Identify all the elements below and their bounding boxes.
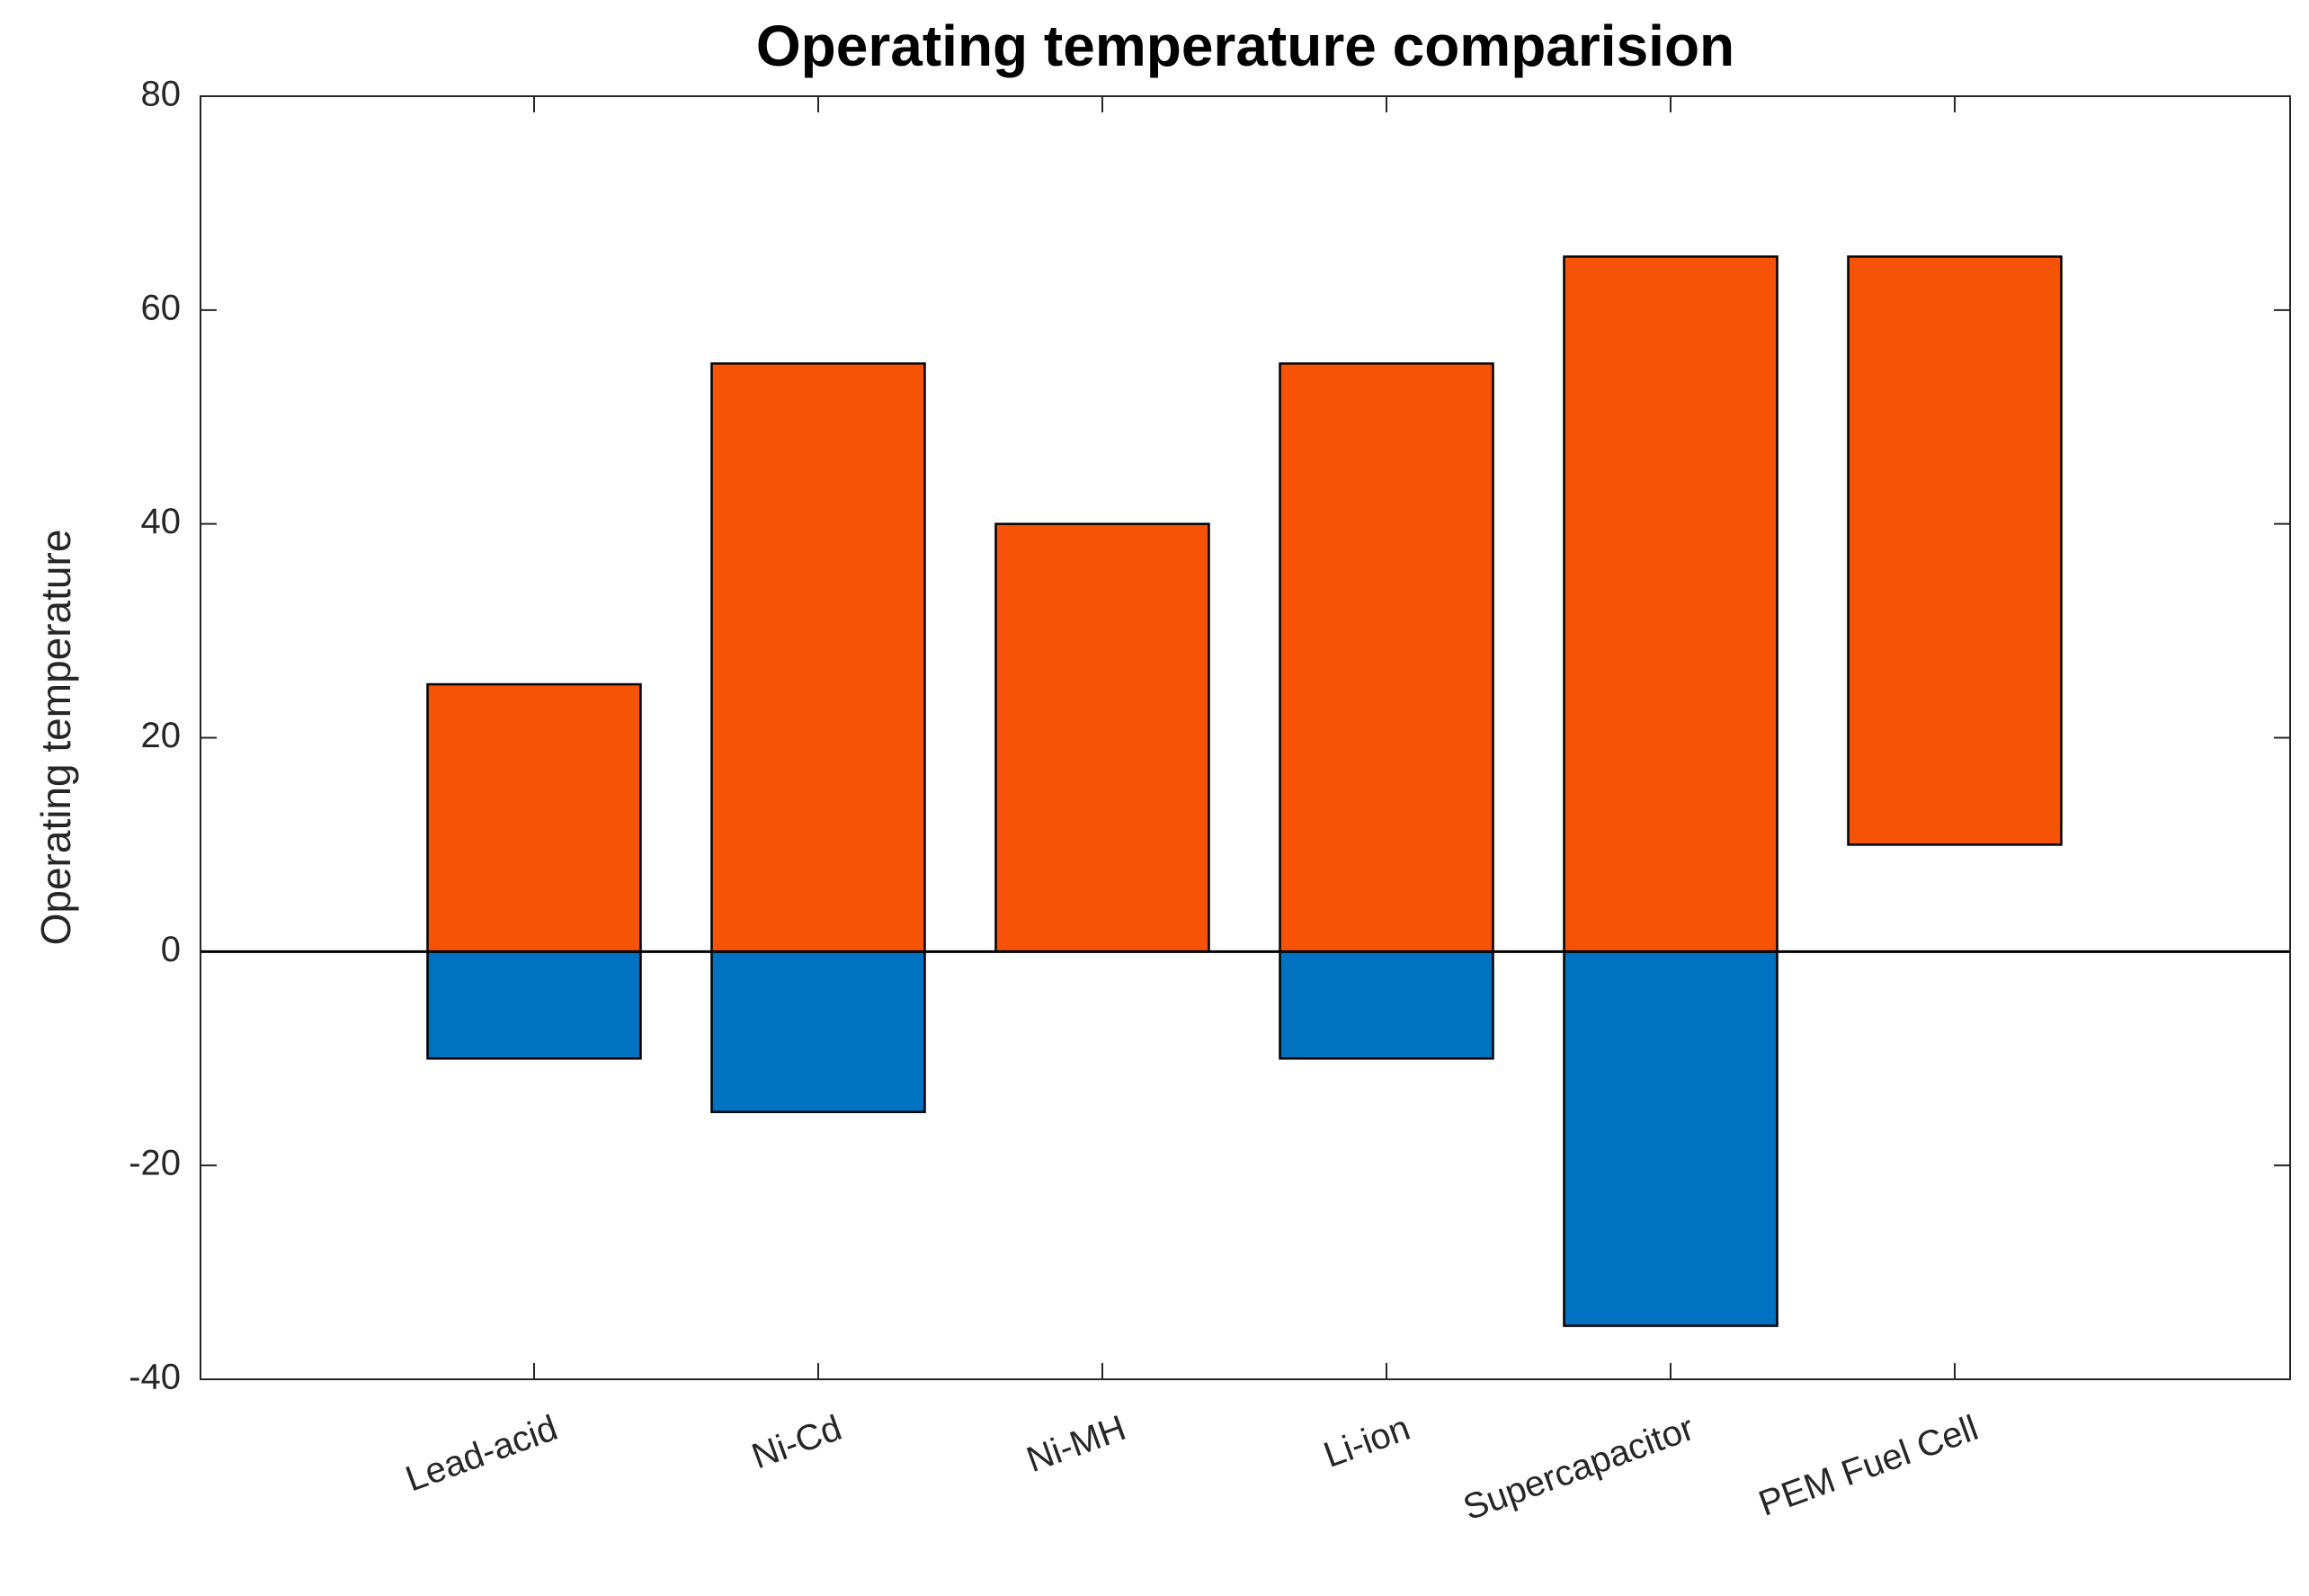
- y-tick-label: 80: [141, 75, 182, 114]
- y-tick-label: 40: [141, 502, 182, 541]
- bar-low: [1279, 950, 1494, 1060]
- y-tick-label: 60: [141, 288, 182, 327]
- bar-high: [710, 362, 926, 953]
- bar-high: [1563, 255, 1779, 953]
- bar-high: [1847, 255, 2063, 846]
- chart-title: Operating temperature comparision: [756, 13, 1734, 78]
- bar-low: [710, 950, 926, 1113]
- bar-high: [426, 682, 642, 953]
- y-tick-label: 20: [141, 716, 182, 755]
- y-tick-label: -20: [129, 1144, 181, 1183]
- y-axis-label: Operating temperature: [32, 530, 79, 946]
- plot-frame: [200, 95, 2291, 1380]
- y-tick-label: 0: [161, 930, 181, 969]
- bar-high: [994, 522, 1210, 953]
- bar-low: [426, 950, 642, 1060]
- bar-low: [1563, 950, 1779, 1327]
- bar-high: [1279, 362, 1494, 953]
- y-tick-label: -40: [129, 1358, 181, 1397]
